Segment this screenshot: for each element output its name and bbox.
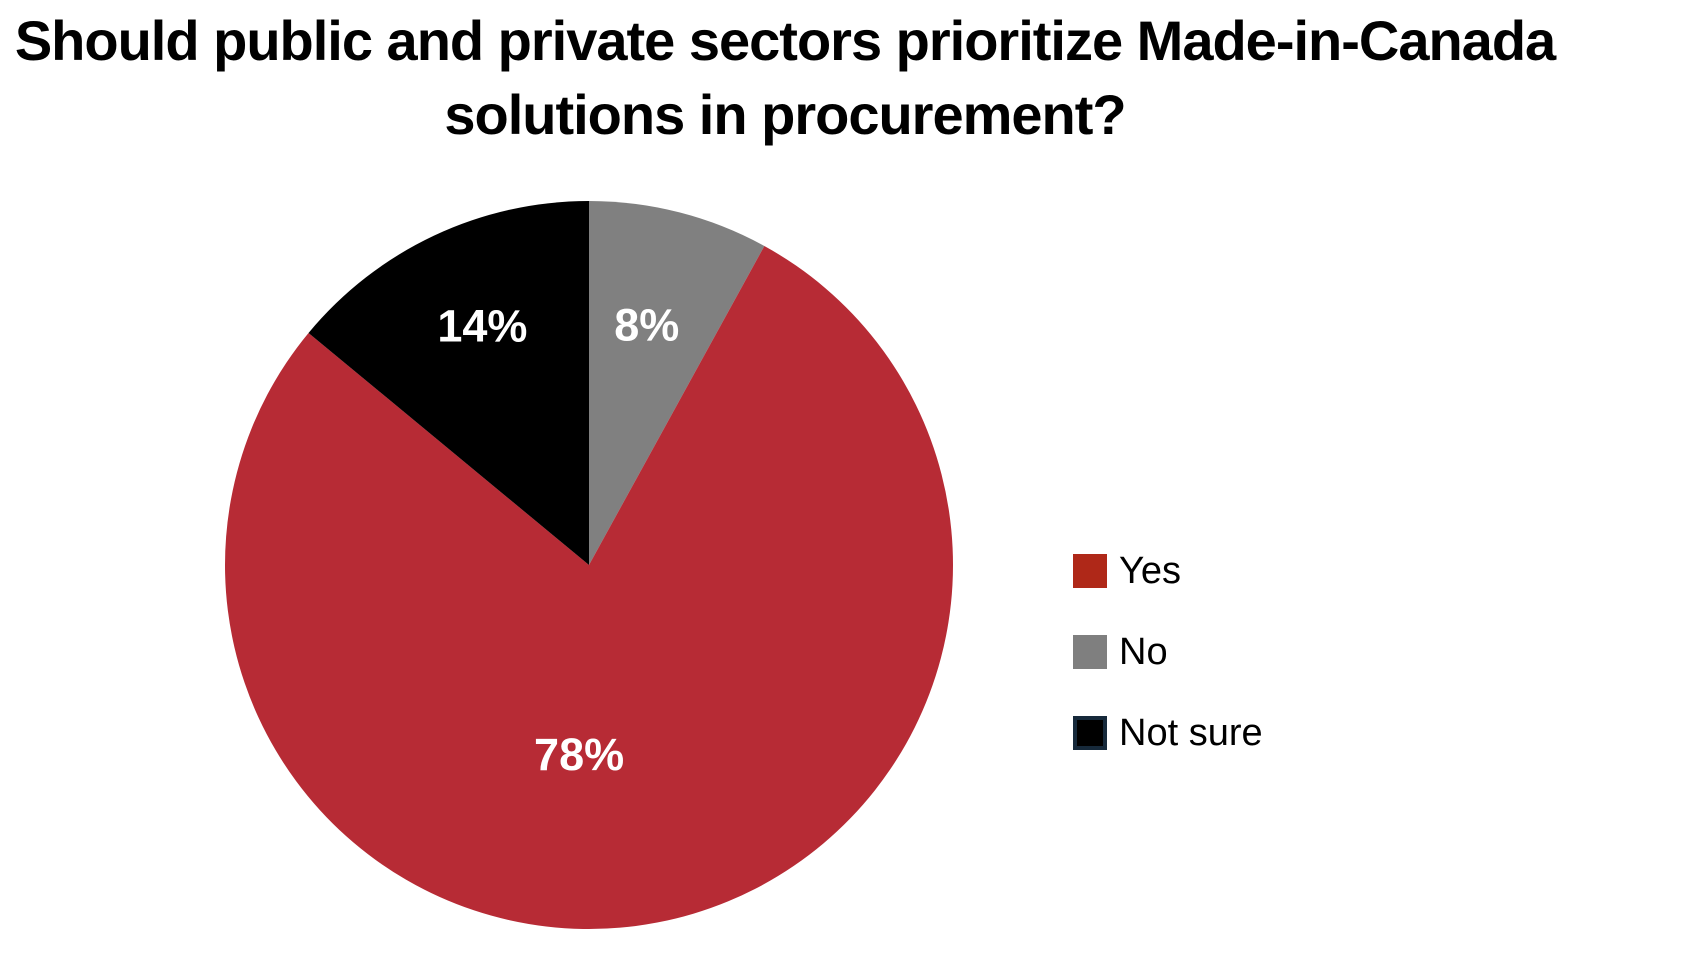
pie-slice-no	[589, 201, 765, 565]
legend-label-yes: Yes	[1119, 550, 1181, 592]
chart-title: Should public and private sectors priori…	[0, 4, 1570, 152]
legend-label-not-sure: Not sure	[1119, 712, 1263, 754]
legend-item-no: No	[1073, 631, 1263, 673]
pie-label-not-sure: 14%	[437, 301, 527, 352]
legend-swatch-yes	[1073, 554, 1107, 588]
legend-item-yes: Yes	[1073, 550, 1263, 592]
pie-label-yes: 78%	[534, 729, 624, 780]
pie-label-no: 8%	[614, 299, 679, 350]
legend-item-not-sure: Not sure	[1073, 712, 1263, 754]
chart-title-line-1: Should public and private sectors priori…	[14, 9, 1556, 72]
legend-swatch-no	[1073, 635, 1107, 669]
legend: Yes No Not sure	[1073, 550, 1263, 797]
chart-title-line-2: solutions in procurement?	[444, 82, 1126, 146]
pie-slice-yes	[225, 246, 954, 929]
pie-slice-not-sure	[308, 201, 589, 565]
legend-swatch-not-sure	[1073, 716, 1107, 750]
legend-label-no: No	[1119, 631, 1168, 673]
